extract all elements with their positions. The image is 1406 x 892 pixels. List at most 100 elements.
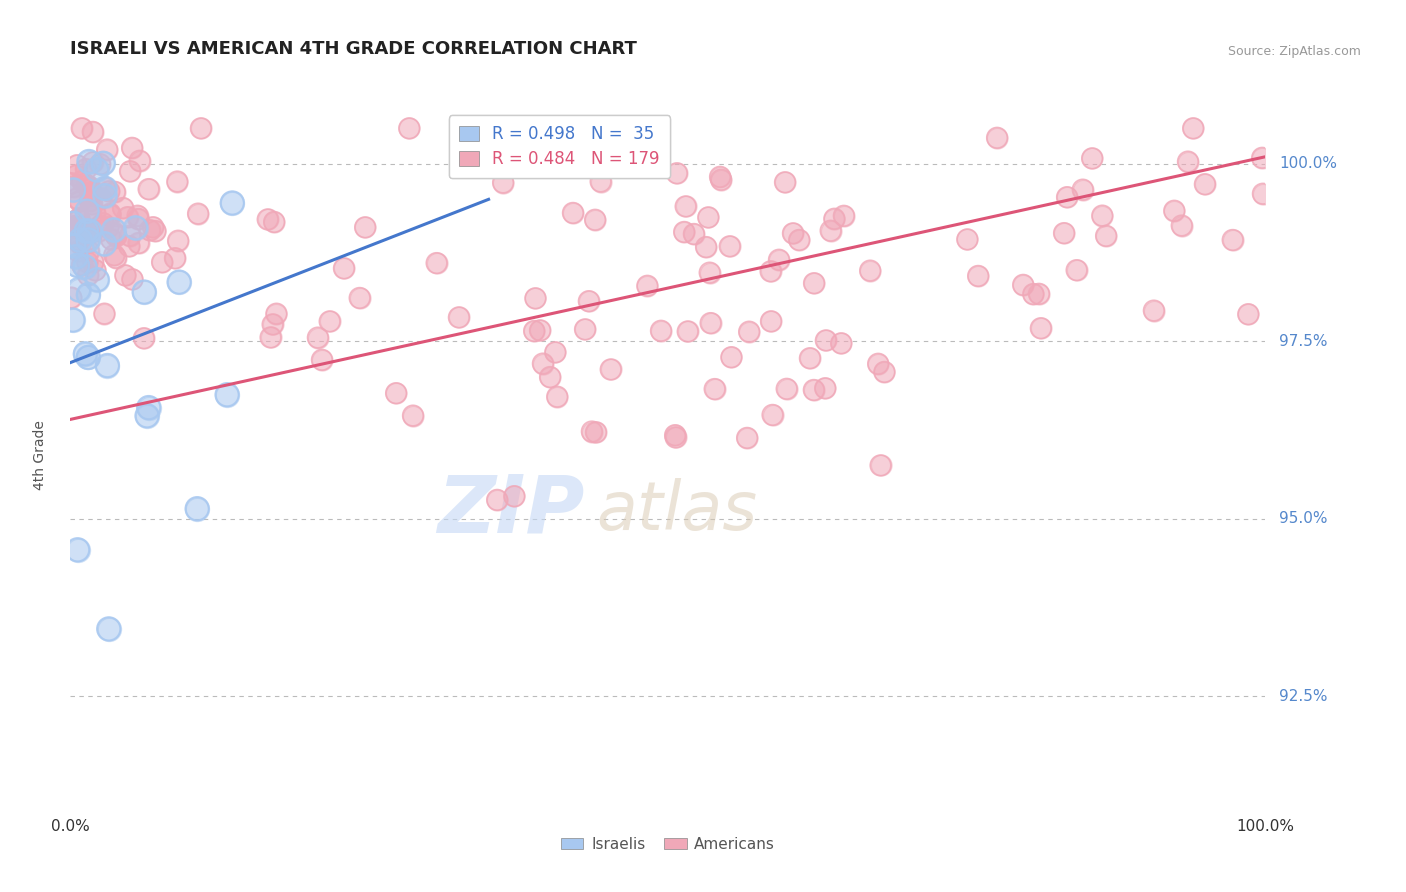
Point — [114, 268, 136, 283]
Point — [1053, 226, 1076, 240]
Point — [77, 244, 100, 259]
Point — [832, 209, 855, 223]
Text: ZIP: ZIP — [437, 472, 585, 549]
Point — [77, 205, 100, 219]
Point — [333, 261, 356, 276]
Point — [118, 228, 141, 243]
Point — [82, 155, 104, 169]
Point — [583, 212, 606, 227]
Point — [1170, 219, 1192, 233]
Point — [699, 316, 721, 330]
Point — [121, 141, 143, 155]
Point — [447, 310, 470, 325]
Text: atlas: atlas — [596, 477, 758, 543]
Point — [524, 291, 547, 305]
Point — [98, 184, 121, 198]
Point — [103, 248, 125, 262]
Point — [1056, 190, 1078, 204]
Point — [523, 324, 546, 338]
Point — [814, 334, 837, 348]
Point — [538, 370, 561, 384]
Point — [956, 232, 979, 246]
Point — [1251, 151, 1274, 165]
Point — [77, 227, 100, 242]
Point — [83, 206, 105, 220]
Point — [86, 162, 108, 177]
Point — [82, 255, 104, 269]
Point — [128, 153, 150, 168]
Point — [69, 194, 91, 209]
Point — [62, 183, 84, 197]
Point — [720, 350, 742, 364]
Point — [402, 409, 425, 423]
Point — [538, 370, 561, 384]
Point — [531, 357, 554, 371]
Point — [311, 352, 333, 367]
Point — [70, 121, 93, 136]
Point — [697, 211, 720, 225]
Point — [503, 489, 526, 503]
Point — [66, 244, 89, 259]
Point — [77, 351, 100, 365]
Point — [66, 158, 89, 172]
Point — [121, 272, 143, 286]
Point — [1237, 307, 1260, 321]
Point — [761, 408, 783, 422]
Point — [117, 210, 139, 224]
Point — [91, 156, 114, 170]
Point — [262, 318, 284, 332]
Point — [67, 211, 90, 226]
Point — [75, 224, 97, 238]
Point — [67, 212, 90, 227]
Point — [599, 362, 621, 376]
Point — [60, 227, 83, 242]
Point — [868, 357, 890, 371]
Point — [524, 291, 547, 305]
Point — [103, 223, 125, 237]
Point — [986, 130, 1008, 145]
Point — [86, 273, 108, 287]
Point — [77, 351, 100, 365]
Point — [66, 542, 89, 557]
Point — [738, 325, 761, 339]
Point — [1081, 152, 1104, 166]
Text: Source: ZipAtlas.com: Source: ZipAtlas.com — [1227, 45, 1361, 58]
Point — [65, 169, 87, 183]
Point — [90, 191, 112, 205]
Point — [76, 204, 98, 219]
Point — [70, 174, 93, 188]
Text: 95.0%: 95.0% — [1279, 511, 1327, 526]
Point — [803, 277, 825, 291]
Point — [1012, 277, 1035, 292]
Point — [683, 227, 706, 241]
Point — [583, 212, 606, 227]
Point — [76, 255, 98, 269]
Point — [142, 220, 165, 235]
Point — [76, 178, 98, 193]
Point — [699, 266, 721, 280]
Point — [150, 255, 173, 269]
Point — [80, 186, 103, 200]
Point — [787, 233, 810, 247]
Point — [676, 325, 699, 339]
Point — [89, 157, 111, 171]
Point — [94, 188, 117, 202]
Point — [89, 219, 111, 234]
Point — [82, 155, 104, 169]
Point — [956, 232, 979, 246]
Point — [759, 314, 782, 328]
Point — [83, 206, 105, 220]
Point — [1066, 263, 1088, 277]
Point — [132, 331, 155, 345]
Point — [167, 275, 190, 289]
Point — [91, 156, 114, 170]
Point — [132, 331, 155, 345]
Point — [66, 192, 89, 206]
Point — [70, 258, 93, 272]
Point — [221, 196, 243, 211]
Point — [118, 239, 141, 253]
Point — [77, 227, 100, 242]
Point — [665, 430, 688, 444]
Point — [1177, 154, 1199, 169]
Point — [87, 224, 110, 238]
